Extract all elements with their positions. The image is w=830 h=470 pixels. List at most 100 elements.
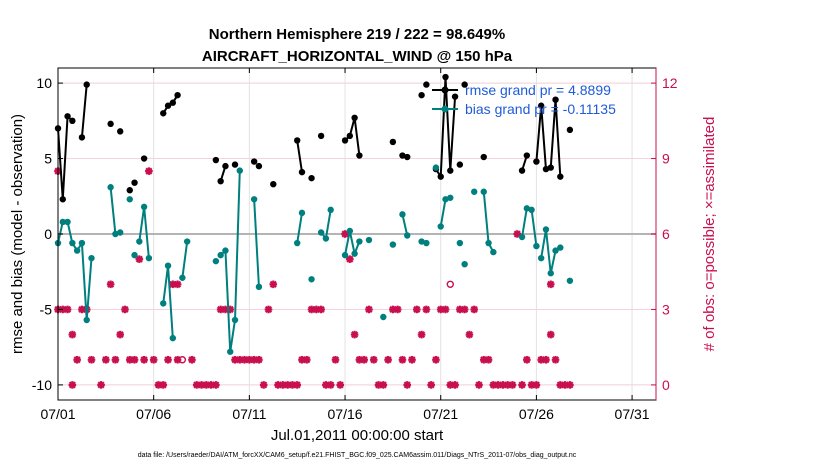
x-tick-label: 07/01 — [40, 406, 75, 422]
bias-point — [389, 241, 397, 248]
rmse-point — [533, 158, 540, 165]
y2-tick-label: 0 — [662, 377, 670, 393]
obs-assimilated-marker — [102, 355, 110, 364]
obs-assimilated-marker — [264, 305, 273, 314]
rmse-point — [566, 126, 574, 134]
obs-assimilated-marker — [369, 355, 378, 364]
rmse-point — [480, 153, 487, 161]
bias-point — [64, 218, 71, 226]
bias-point — [437, 223, 444, 230]
obs-assimilated-marker — [68, 381, 77, 389]
y2-tick-label: 12 — [662, 75, 678, 91]
rmse-point — [270, 181, 277, 188]
bias-point — [126, 196, 133, 203]
y-tick-label: -10 — [32, 377, 52, 393]
obs-assimilated-marker — [111, 355, 120, 364]
bias-point — [528, 206, 535, 214]
legend-bias-label: bias grand pr = -0.11135 — [465, 101, 616, 117]
bias-line-segment — [109, 187, 121, 236]
obs-assimilated-marker — [508, 381, 517, 389]
obs-assimilated-marker — [302, 355, 311, 364]
bias-point — [485, 239, 492, 247]
rmse-point — [169, 99, 177, 106]
obs-assimilated-marker — [422, 305, 431, 314]
rmse-point — [518, 167, 526, 174]
bias-point — [518, 233, 526, 241]
obs-assimilated-marker — [465, 330, 474, 339]
x-tick-label: 07/11 — [232, 406, 266, 422]
obs-assimilated-marker — [255, 355, 263, 364]
obs-assimilated-marker — [413, 305, 421, 314]
rmse-point — [131, 179, 138, 186]
bias-point — [169, 334, 177, 342]
y-tick-label: 5 — [44, 151, 52, 167]
bias-point — [83, 316, 90, 324]
y2-tick-label: 9 — [662, 151, 670, 167]
rmse-point — [552, 96, 559, 103]
rmse-point — [308, 174, 315, 182]
obs-assimilated-marker — [331, 355, 340, 364]
obs-assimilated-marker — [566, 381, 574, 389]
legend-rmse-marker — [441, 86, 449, 94]
bias-point — [552, 247, 559, 254]
bias-point — [78, 239, 86, 247]
rmse-point — [346, 132, 354, 140]
bias-point — [346, 227, 354, 235]
obs-assimilated-marker — [393, 305, 402, 314]
obs-assimilated-marker — [336, 381, 345, 389]
bias-line-segment — [344, 230, 361, 258]
y2-axis-label: # of obs: o=possible; ×=assimilated — [701, 117, 718, 352]
obs-assimilated-marker — [551, 355, 560, 364]
obs-assimilated-marker — [130, 355, 139, 364]
rmse-point — [83, 81, 90, 88]
bias-point — [236, 167, 243, 174]
bias-point — [183, 238, 191, 245]
obs-assimilated-marker — [470, 305, 479, 314]
bias-point — [212, 257, 220, 265]
obs-assimilated-marker — [326, 381, 335, 389]
x-tick-label: 07/21 — [423, 406, 458, 422]
rmse-point — [126, 187, 133, 194]
x-tick-label: 07/16 — [328, 406, 363, 422]
rmse-point — [451, 93, 459, 100]
rmse-point — [140, 155, 148, 162]
bias-point — [537, 254, 545, 262]
bias-point — [423, 239, 430, 247]
rmse-point — [557, 173, 564, 180]
rmse-point — [547, 164, 554, 171]
bias-point — [231, 316, 239, 324]
bias-point — [255, 283, 263, 291]
rmse-point — [64, 113, 71, 120]
bias-point — [542, 226, 550, 233]
y2-tick-label: 3 — [662, 301, 670, 317]
obs-assimilated-marker — [259, 381, 268, 389]
rmse-point — [447, 167, 454, 174]
bias-point — [250, 196, 258, 203]
bias-point — [404, 232, 411, 239]
obs-assimilated-marker — [451, 381, 459, 389]
chart-subtitle: AIRCRAFT_HORIZONTAL_WIND @ 150 hPa — [202, 48, 513, 65]
obs-assimilated-marker — [379, 381, 388, 389]
obs-possible-marker — [178, 356, 187, 364]
bias-line-segment — [401, 214, 409, 236]
bias-point — [341, 251, 349, 259]
data-file-footer: data file: /Users/raeder/DAI/ATM_forcXX/… — [138, 452, 577, 459]
bias-point — [107, 184, 114, 191]
obs-assimilated-marker — [484, 355, 493, 364]
rmse-point — [389, 138, 397, 146]
obs-assimilated-marker — [475, 381, 483, 389]
rmse-point — [164, 102, 172, 109]
bias-line-segment — [138, 206, 150, 259]
rmse-point — [356, 152, 363, 159]
obs-assimilated-marker — [432, 355, 440, 364]
bias-point — [164, 262, 172, 269]
bias-point — [471, 188, 478, 195]
obs-assimilated-marker — [350, 330, 359, 339]
bias-point — [432, 164, 440, 171]
obs-assimilated-marker — [518, 381, 526, 389]
chart-title: Northern Hemisphere 219 / 222 = 98.649% — [209, 26, 505, 43]
series-layer — [54, 73, 574, 355]
rmse-point — [523, 152, 531, 159]
bias-point — [327, 206, 334, 214]
